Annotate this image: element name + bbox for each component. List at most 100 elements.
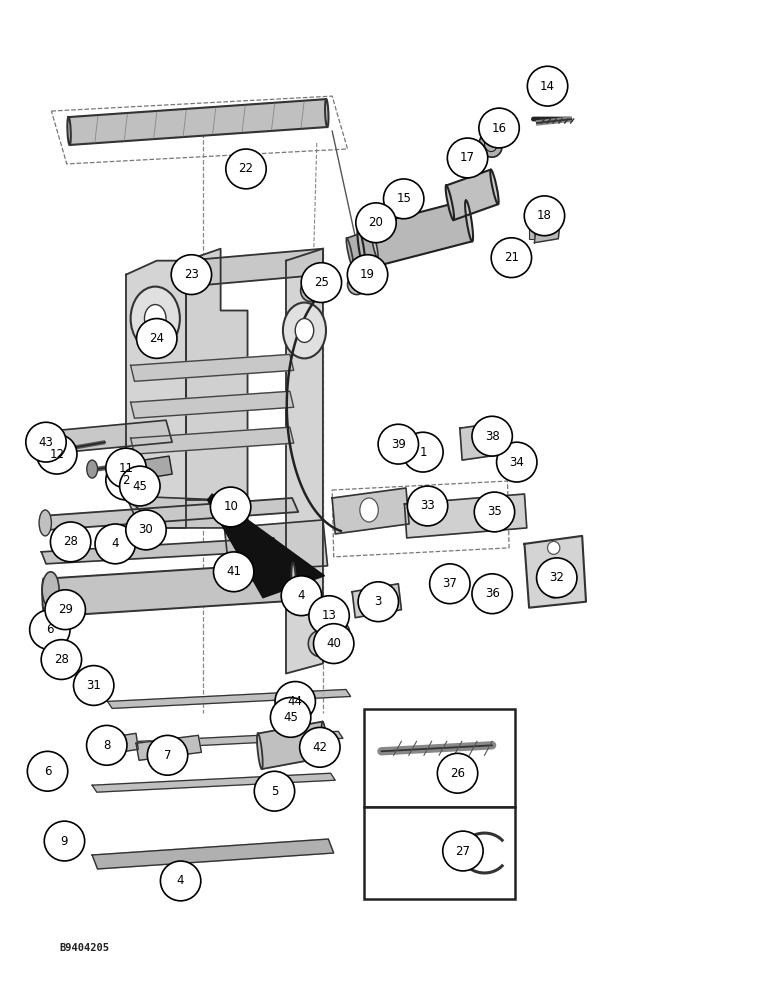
Polygon shape (358, 200, 472, 269)
Ellipse shape (41, 640, 82, 679)
Ellipse shape (275, 682, 316, 721)
Ellipse shape (327, 621, 350, 647)
Polygon shape (96, 733, 138, 755)
Polygon shape (352, 584, 401, 618)
Ellipse shape (147, 735, 188, 775)
Text: 23: 23 (184, 268, 199, 281)
Text: 11: 11 (119, 462, 134, 475)
Text: 40: 40 (327, 637, 341, 650)
Text: 5: 5 (271, 785, 278, 798)
Polygon shape (39, 420, 172, 454)
Text: 32: 32 (550, 571, 564, 584)
Polygon shape (405, 494, 527, 538)
Ellipse shape (503, 245, 515, 257)
Text: 26: 26 (450, 767, 465, 780)
Ellipse shape (301, 263, 341, 303)
Text: 20: 20 (368, 216, 384, 229)
Text: 28: 28 (63, 535, 78, 548)
Text: 7: 7 (164, 749, 171, 762)
Polygon shape (92, 773, 335, 792)
Text: 36: 36 (485, 587, 499, 600)
Ellipse shape (438, 753, 478, 793)
Ellipse shape (300, 280, 320, 302)
Ellipse shape (225, 149, 266, 189)
Ellipse shape (73, 666, 114, 705)
Ellipse shape (40, 752, 59, 774)
Text: 1: 1 (419, 446, 427, 459)
FancyBboxPatch shape (538, 225, 555, 239)
Text: 2: 2 (122, 474, 130, 487)
Ellipse shape (36, 434, 77, 474)
Ellipse shape (42, 572, 59, 608)
Text: 33: 33 (420, 499, 435, 512)
Text: 44: 44 (288, 695, 303, 708)
Ellipse shape (281, 576, 322, 616)
Ellipse shape (313, 624, 354, 663)
Ellipse shape (39, 510, 52, 536)
Text: 29: 29 (58, 603, 73, 616)
FancyBboxPatch shape (529, 225, 546, 239)
Ellipse shape (44, 821, 85, 861)
Text: 35: 35 (487, 505, 502, 518)
Text: 18: 18 (537, 209, 552, 222)
Text: 45: 45 (133, 480, 147, 493)
Bar (364, 807, 515, 899)
Text: 9: 9 (61, 835, 68, 848)
Text: 28: 28 (54, 653, 69, 666)
Ellipse shape (358, 582, 398, 622)
Ellipse shape (430, 564, 470, 604)
Ellipse shape (214, 552, 254, 592)
Ellipse shape (547, 541, 560, 554)
Ellipse shape (254, 771, 295, 811)
Ellipse shape (472, 416, 513, 456)
Ellipse shape (465, 200, 473, 241)
Polygon shape (332, 488, 409, 534)
Polygon shape (228, 568, 246, 582)
Circle shape (102, 677, 113, 690)
Polygon shape (347, 229, 378, 267)
Circle shape (144, 305, 166, 332)
Ellipse shape (371, 229, 378, 258)
Ellipse shape (183, 261, 192, 277)
Polygon shape (130, 427, 293, 454)
Ellipse shape (42, 579, 47, 617)
Polygon shape (107, 689, 350, 708)
Ellipse shape (322, 722, 327, 757)
Text: 24: 24 (149, 332, 164, 345)
Ellipse shape (291, 563, 296, 601)
Ellipse shape (547, 563, 560, 576)
Text: 3: 3 (374, 595, 382, 608)
Ellipse shape (45, 590, 86, 630)
Text: 4: 4 (177, 874, 185, 887)
Ellipse shape (316, 607, 333, 625)
Polygon shape (118, 456, 172, 482)
Ellipse shape (447, 138, 488, 178)
Ellipse shape (527, 66, 567, 106)
Text: 10: 10 (223, 500, 238, 513)
Circle shape (283, 303, 326, 358)
Ellipse shape (384, 179, 424, 219)
Ellipse shape (300, 727, 340, 767)
Text: 6: 6 (44, 765, 51, 778)
Circle shape (134, 518, 149, 538)
Polygon shape (460, 422, 503, 460)
Circle shape (138, 524, 144, 532)
Polygon shape (126, 496, 232, 528)
Text: 45: 45 (283, 711, 298, 724)
Text: 4: 4 (111, 537, 119, 550)
Circle shape (130, 287, 180, 350)
Text: 22: 22 (239, 162, 253, 175)
Text: 41: 41 (226, 565, 241, 578)
Ellipse shape (95, 524, 135, 564)
Ellipse shape (171, 255, 212, 295)
Ellipse shape (496, 442, 537, 482)
Ellipse shape (403, 432, 443, 472)
Text: 13: 13 (322, 609, 337, 622)
Text: 16: 16 (492, 122, 506, 135)
Ellipse shape (479, 108, 520, 148)
Ellipse shape (25, 422, 66, 462)
Ellipse shape (29, 610, 70, 650)
Polygon shape (186, 249, 323, 287)
FancyBboxPatch shape (533, 225, 550, 239)
Ellipse shape (86, 460, 97, 478)
